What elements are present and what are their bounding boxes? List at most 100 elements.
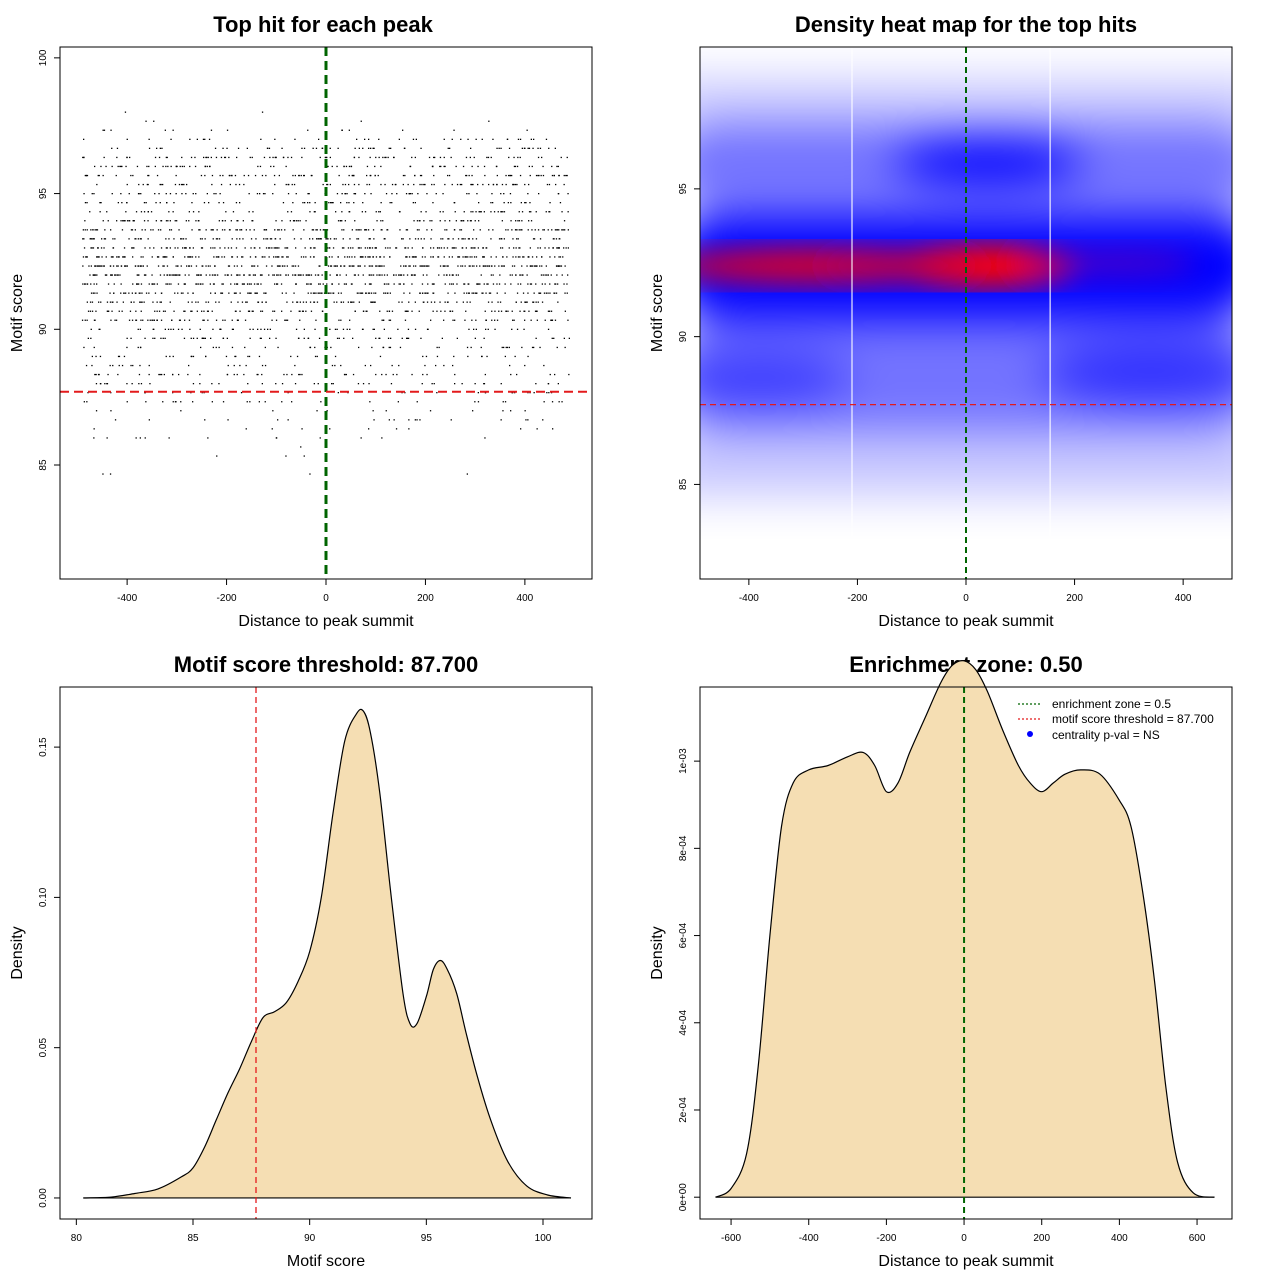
scatter-point	[271, 265, 273, 267]
scatter-point	[104, 229, 106, 231]
scatter-point	[192, 211, 195, 213]
scatter-point	[285, 165, 287, 168]
heat-red-center	[887, 243, 1078, 288]
scatter-point	[261, 301, 263, 303]
scatter-point	[252, 220, 254, 222]
scatter-point	[95, 355, 97, 358]
scatter-point	[395, 274, 397, 276]
scatter-point	[200, 174, 203, 177]
scatter-point	[237, 319, 239, 321]
scatter-point	[260, 283, 262, 285]
scatter-point	[563, 337, 565, 339]
scatter-point	[430, 301, 433, 303]
scatter-point	[486, 283, 488, 285]
scatter-point	[386, 310, 388, 312]
scatter-point	[253, 247, 255, 249]
scatter-point	[135, 238, 137, 240]
scatter-point	[98, 174, 100, 177]
scatter-point	[237, 147, 240, 149]
scatter-point	[557, 165, 559, 168]
scatter-point	[414, 419, 416, 421]
scatter-point	[421, 183, 423, 186]
scatter-point	[368, 183, 371, 186]
scatter-point	[209, 283, 211, 285]
scatter-point	[172, 373, 174, 376]
scatter-point	[343, 165, 345, 168]
scatter-point	[303, 174, 305, 177]
y-tick-label: 2e-04	[678, 1097, 689, 1123]
scatter-point	[565, 247, 567, 249]
scatter-point	[402, 129, 404, 131]
scatter-point	[378, 337, 380, 339]
scatter-point	[299, 220, 301, 222]
scatter-point	[140, 383, 143, 385]
scatter-point	[462, 165, 465, 168]
scatter-point	[452, 319, 454, 321]
scatter-point	[379, 211, 381, 213]
scatter-point	[132, 283, 134, 285]
scatter-point	[359, 265, 361, 267]
scatter-point	[388, 319, 390, 321]
scatter-point	[411, 156, 413, 159]
scatter-point	[529, 202, 531, 204]
scatter-point	[222, 174, 224, 177]
scatter-point	[552, 428, 554, 430]
scatter-point	[245, 428, 247, 430]
scatter-point	[483, 211, 485, 213]
scatter-point	[312, 147, 314, 149]
scatter-point	[91, 364, 93, 367]
scatter-point	[567, 274, 569, 276]
scatter-point	[379, 355, 382, 358]
scatter-point	[414, 202, 416, 204]
scatter-point	[224, 156, 227, 159]
scatter-point	[178, 319, 181, 321]
scatter-point	[473, 247, 475, 249]
scatter-point	[385, 156, 387, 159]
scatter-point	[179, 165, 181, 168]
scatter-point	[405, 256, 407, 258]
scatter-point	[291, 183, 293, 186]
scatter-point	[230, 301, 232, 303]
scatter-point	[403, 265, 405, 267]
scatter-point	[536, 310, 538, 312]
scatter-point	[540, 274, 543, 276]
scatter-point	[515, 301, 517, 303]
scatter-point	[502, 410, 504, 412]
scatter-point	[470, 211, 472, 213]
scatter-point	[471, 247, 473, 249]
scatter-point	[210, 247, 212, 249]
scatter-point	[290, 310, 292, 312]
scatter-point	[389, 346, 392, 349]
scatter-point	[231, 346, 234, 349]
scatter-point	[135, 310, 137, 312]
scatter-point	[420, 238, 422, 240]
scatter-point	[148, 364, 150, 367]
scatter-point	[138, 183, 140, 186]
scatter-point	[353, 265, 355, 267]
scatter-point	[422, 265, 424, 267]
scatter-point	[310, 283, 312, 285]
scatter-point	[138, 274, 140, 276]
scatter-point	[337, 220, 340, 222]
scatter-point	[471, 319, 473, 321]
scatter-point	[447, 174, 449, 177]
scatter-point	[490, 256, 492, 258]
scatter-point	[209, 274, 211, 276]
scatter-point	[561, 401, 563, 403]
scatter-point	[123, 247, 126, 249]
scatter-point	[301, 156, 303, 159]
scatter-point	[172, 256, 174, 258]
scatter-point	[406, 337, 408, 339]
scatter-point	[451, 247, 453, 249]
scatter-point	[461, 265, 464, 267]
scatter-point	[492, 274, 494, 276]
scatter-point	[492, 283, 495, 285]
scatter-point	[153, 328, 155, 330]
scatter-point	[239, 292, 241, 294]
scatter-point	[160, 220, 162, 222]
scatter-point	[369, 274, 371, 276]
scatter-point	[309, 211, 311, 213]
heat-lower-left-blob	[700, 353, 850, 404]
scatter-point	[149, 247, 151, 249]
scatter-point	[228, 156, 230, 159]
